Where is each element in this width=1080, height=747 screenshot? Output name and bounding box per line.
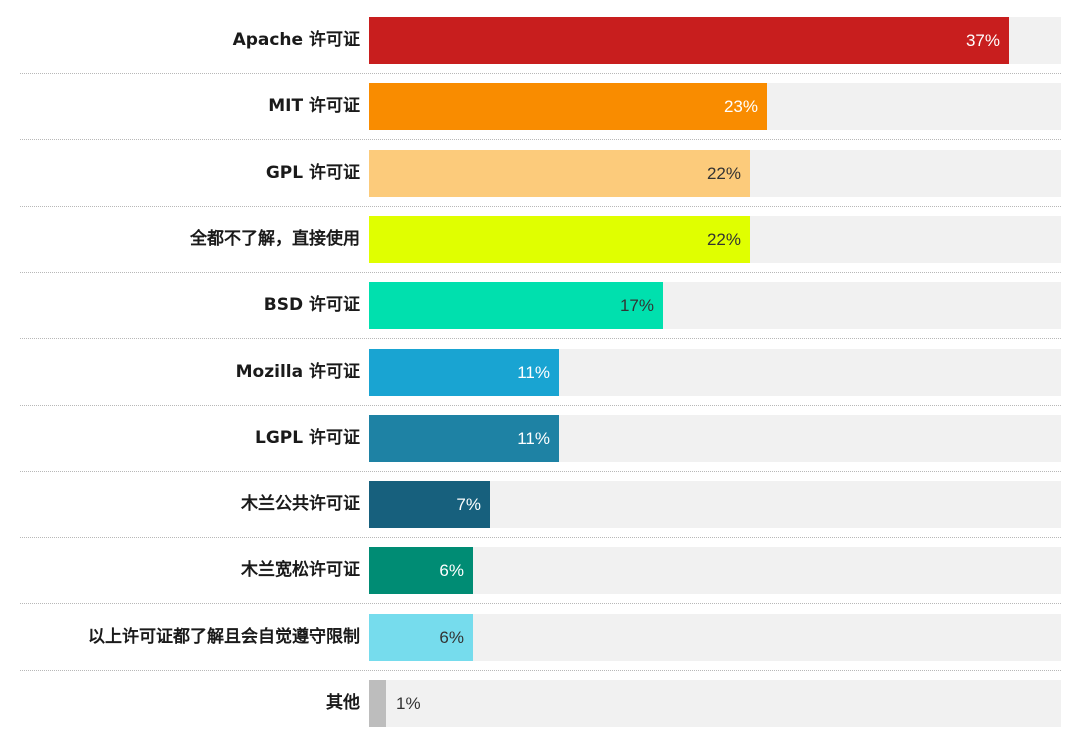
category-label: 其他 — [326, 693, 360, 713]
chart-row: 以上许可证都了解且会自觉遵守限制 6% — [0, 614, 1080, 680]
value-label: 17% — [619, 296, 654, 315]
value-label: 1% — [396, 694, 421, 713]
category-label: 以上许可证都了解且会自觉遵守限制 — [88, 627, 360, 647]
bar-track: 23% — [369, 83, 1061, 130]
bar — [369, 614, 473, 661]
category-label: 全都不了解，直接使用 — [190, 229, 360, 249]
chart-row: 木兰宽松许可证 6% — [0, 547, 1080, 613]
bar-track: 6% — [369, 614, 1061, 661]
bar-track: 37% — [369, 17, 1061, 64]
bar — [369, 349, 559, 396]
bar — [369, 282, 663, 329]
bar-track: 11% — [369, 349, 1061, 396]
value-label: 23% — [723, 97, 758, 116]
bar — [369, 415, 559, 462]
bar-track: 6% — [369, 547, 1061, 594]
chart-row: 木兰公共许可证 7% — [0, 481, 1080, 547]
row-separator — [20, 139, 1061, 140]
chart-row: MIT 许可证 23% — [0, 83, 1080, 149]
row-separator — [20, 537, 1061, 538]
value-label: 22% — [706, 230, 741, 249]
chart-row: LGPL 许可证 11% — [0, 415, 1080, 481]
bar-track: 22% — [369, 216, 1061, 263]
bar — [369, 150, 750, 197]
bar-track: 11% — [369, 415, 1061, 462]
bar — [369, 481, 490, 528]
value-label: 7% — [456, 495, 481, 514]
category-label: 木兰宽松许可证 — [241, 560, 360, 580]
chart-row: 其他 1% — [0, 680, 1080, 746]
row-separator — [20, 670, 1061, 671]
chart-row: Apache 许可证 37% — [0, 17, 1080, 83]
bar — [369, 83, 767, 130]
bar-track: 7% — [369, 481, 1061, 528]
value-label: 11% — [517, 363, 550, 382]
value-label: 6% — [439, 561, 464, 580]
chart-row: Mozilla 许可证 11% — [0, 349, 1080, 415]
bar-track: 17% — [369, 282, 1061, 329]
category-label: Apache 许可证 — [232, 30, 360, 50]
value-label: 11% — [517, 429, 550, 448]
row-separator — [20, 405, 1061, 406]
category-label: LGPL 许可证 — [255, 428, 360, 448]
bar-track: 1% — [369, 680, 1061, 727]
row-separator — [20, 206, 1061, 207]
bar — [369, 17, 1009, 64]
category-label: GPL 许可证 — [265, 163, 360, 183]
category-label: MIT 许可证 — [268, 96, 360, 116]
chart-row: BSD 许可证 17% — [0, 282, 1080, 348]
row-separator — [20, 272, 1061, 273]
category-label: BSD 许可证 — [263, 295, 360, 315]
row-separator — [20, 338, 1061, 339]
category-label: Mozilla 许可证 — [235, 362, 360, 382]
bar-track: 22% — [369, 150, 1061, 197]
bar — [369, 680, 386, 727]
value-label: 37% — [965, 31, 1000, 50]
value-label: 22% — [706, 164, 741, 183]
row-separator — [20, 471, 1061, 472]
bar — [369, 547, 473, 594]
chart-row: GPL 许可证 22% — [0, 150, 1080, 216]
row-separator — [20, 603, 1061, 604]
category-label: 木兰公共许可证 — [241, 494, 360, 514]
bar — [369, 216, 750, 263]
value-label: 6% — [439, 628, 464, 647]
chart-row: 全都不了解，直接使用 22% — [0, 216, 1080, 282]
row-separator — [20, 73, 1061, 74]
